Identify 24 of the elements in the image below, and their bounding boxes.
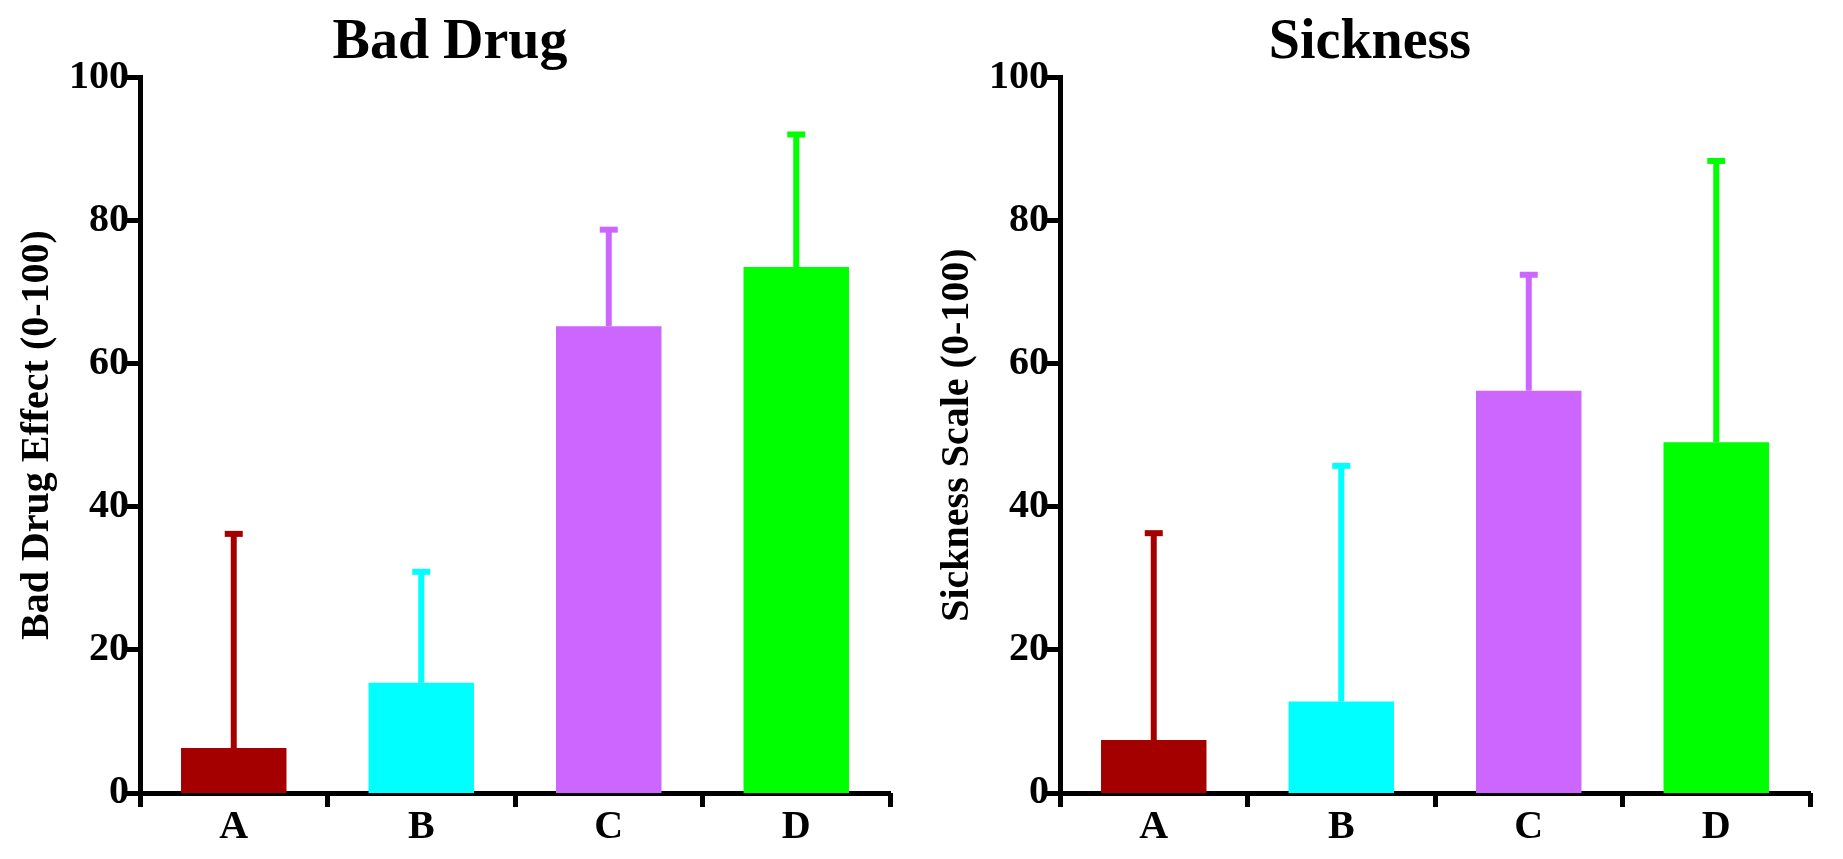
y-axis-title: Sickness Scale (0-100) bbox=[932, 248, 978, 622]
x-tick-label: A bbox=[219, 802, 249, 848]
y-tick-label: 80 bbox=[89, 194, 129, 240]
x-tick-label: A bbox=[1139, 802, 1169, 848]
y-tick-label: 40 bbox=[89, 481, 129, 527]
y-tick-label: 80 bbox=[1009, 194, 1049, 240]
y-tick-label: 100 bbox=[989, 51, 1049, 97]
y-tick-label: 0 bbox=[109, 767, 129, 813]
chart-title: Bad Drug bbox=[332, 8, 568, 71]
x-tick-label: C bbox=[1514, 802, 1544, 848]
x-tick-label: B bbox=[1327, 802, 1355, 848]
y-tick-label: 60 bbox=[1009, 337, 1049, 383]
y-tick-label: 100 bbox=[69, 51, 129, 97]
y-tick-label: 20 bbox=[89, 624, 129, 670]
x-tick-label: B bbox=[407, 802, 435, 848]
y-axis-title: Bad Drug Effect (0-100) bbox=[12, 230, 58, 641]
y-tick-label: 0 bbox=[1029, 767, 1049, 813]
x-tick-label: D bbox=[1701, 802, 1731, 848]
x-tick-label: C bbox=[594, 802, 624, 848]
y-tick-label: 40 bbox=[1009, 481, 1049, 527]
chart-title: Sickness bbox=[1268, 8, 1472, 71]
y-tick-label: 20 bbox=[1009, 624, 1049, 670]
x-tick-label: D bbox=[781, 802, 811, 848]
y-tick-label: 60 bbox=[89, 337, 129, 383]
